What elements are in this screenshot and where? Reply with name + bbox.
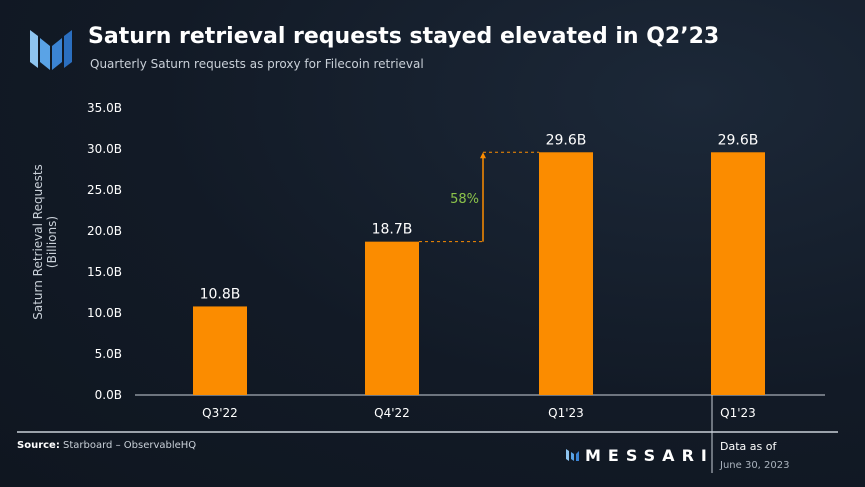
x-tick-label: Q1'23: [720, 406, 756, 420]
y-tick-label: 35.0B: [87, 101, 122, 115]
growth-annotation: 58%: [450, 192, 479, 207]
y-axis-label: Saturn Retrieval Requests (Billions): [31, 164, 59, 320]
data-label: 10.8B: [200, 286, 241, 302]
y-tick-label: 10.0B: [87, 306, 122, 320]
chart-subtitle: Quarterly Saturn requests as proxy for F…: [90, 57, 424, 71]
y-tick-label: 5.0B: [95, 347, 122, 361]
x-tick-label: Q3'22: [202, 406, 238, 420]
data-label: 18.7B: [372, 222, 413, 238]
footer-logo-icon: [566, 449, 579, 461]
arrowhead-icon: [480, 152, 486, 159]
y-tick-label: 30.0B: [87, 142, 122, 156]
y-tick-label: 0.0B: [95, 388, 122, 402]
x-tick-label: Q4'22: [374, 406, 410, 420]
as-of-label: Data as of: [720, 440, 777, 453]
messari-logo-icon: [30, 30, 72, 70]
y-tick-label: 25.0B: [87, 183, 122, 197]
brand-wordmark: MESSARI: [585, 446, 714, 465]
source-note: Source: Starboard – ObservableHQ: [17, 440, 196, 451]
as-of-date: June 30, 2023: [720, 460, 790, 471]
source-label: Source:: [17, 440, 60, 451]
chart-title: Saturn retrieval requests stayed elevate…: [88, 24, 720, 49]
bar: [711, 152, 765, 395]
x-tick-label: Q1'23: [548, 406, 584, 420]
data-label: 29.6B: [546, 132, 587, 148]
bar: [193, 306, 247, 395]
bar: [365, 241, 419, 395]
data-label: 29.6B: [718, 132, 759, 148]
y-tick-label: 20.0B: [87, 224, 122, 238]
source-text: Starboard – ObservableHQ: [59, 440, 197, 451]
bar: [539, 152, 593, 395]
y-tick-label: 15.0B: [87, 265, 122, 279]
